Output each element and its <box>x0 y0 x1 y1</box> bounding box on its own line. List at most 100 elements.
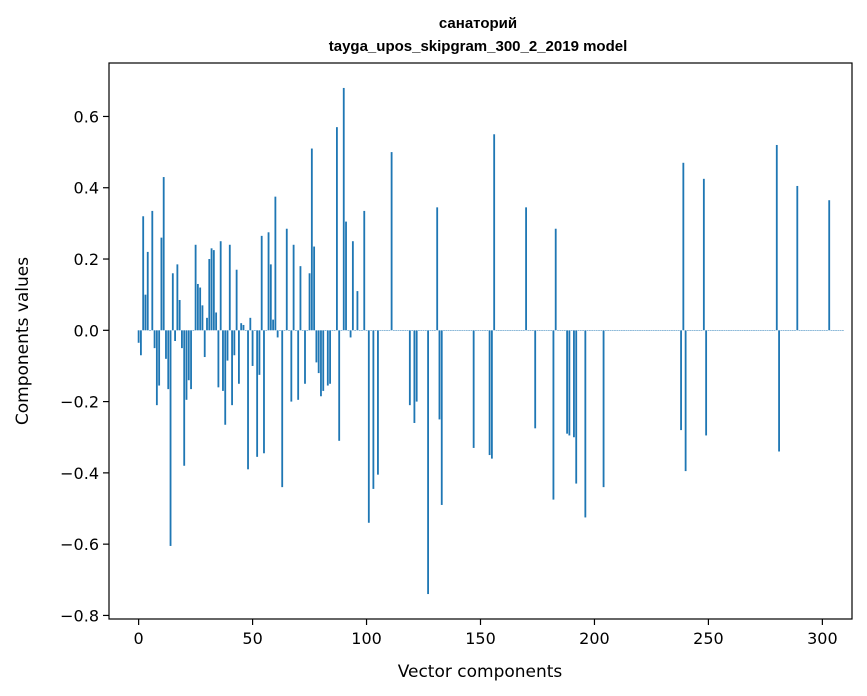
bar-151 <box>481 330 484 331</box>
bar-285 <box>787 330 790 331</box>
bar-110 <box>388 330 391 331</box>
bar-263 <box>737 330 739 331</box>
bar-195 <box>582 330 584 331</box>
bar-176 <box>538 330 541 331</box>
bar-276 <box>766 330 769 331</box>
bar-214 <box>625 330 628 331</box>
x-tick-label: 250 <box>693 629 724 648</box>
bar-109 <box>386 330 388 331</box>
bar-267 <box>746 330 749 331</box>
bar-133 <box>440 330 443 505</box>
bar-70 <box>297 330 300 400</box>
bar-186 <box>561 330 564 331</box>
bar-236 <box>675 330 678 331</box>
bar-212 <box>620 330 623 331</box>
bar-163 <box>509 330 512 331</box>
bar-83 <box>326 330 329 386</box>
bar-27 <box>199 287 202 331</box>
bar-242 <box>689 330 692 331</box>
bar-87 <box>336 127 338 331</box>
bar-308 <box>839 330 842 331</box>
bar-90 <box>342 87 345 331</box>
bar-19 <box>181 330 183 349</box>
bar-93 <box>349 330 352 338</box>
bar-306 <box>835 330 837 331</box>
bar-221 <box>641 330 644 331</box>
bar-137 <box>449 330 452 331</box>
bar-167 <box>518 330 521 331</box>
bar-9 <box>158 330 161 386</box>
bar-106 <box>379 330 382 331</box>
bar-13 <box>167 330 170 390</box>
y-tick-label: 0.0 <box>74 321 99 340</box>
bar-168 <box>520 330 523 331</box>
bar-139 <box>454 330 457 331</box>
bar-30 <box>206 317 208 331</box>
bar-77 <box>313 246 316 331</box>
bar-192 <box>575 330 578 484</box>
bar-148 <box>475 330 477 331</box>
bar-223 <box>645 330 648 331</box>
bar-156 <box>493 134 496 331</box>
bar-181 <box>550 330 553 331</box>
bar-278 <box>771 330 774 331</box>
bar-140 <box>456 330 459 331</box>
bar-105 <box>377 330 379 475</box>
bar-211 <box>618 330 621 331</box>
x-tick-label: 150 <box>465 629 496 648</box>
bar-246 <box>698 330 701 331</box>
bar-162 <box>506 330 509 331</box>
bar-307 <box>837 330 840 331</box>
bar-256 <box>721 330 723 331</box>
bar-1 <box>140 330 142 356</box>
bar-23 <box>190 330 192 390</box>
bar-269 <box>750 330 753 331</box>
bar-128 <box>429 330 432 331</box>
bar-185 <box>559 330 562 331</box>
bar-123 <box>418 330 420 331</box>
bar-294 <box>807 330 810 331</box>
bar-301 <box>823 330 826 331</box>
bar-57 <box>267 232 270 331</box>
bar-217 <box>632 330 635 331</box>
bar-121 <box>413 330 416 423</box>
bar-201 <box>595 330 598 331</box>
bar-170 <box>525 207 527 331</box>
bar-24 <box>192 330 195 331</box>
bar-36 <box>219 241 222 331</box>
bar-179 <box>545 330 548 331</box>
x-tick-label: 100 <box>351 629 382 648</box>
x-axis-ticks: 0 50 100 150 200 250 300 <box>134 619 838 648</box>
y-tick-label: −0.4 <box>60 464 99 483</box>
bar-25 <box>194 244 197 331</box>
bar-209 <box>614 330 616 331</box>
bar-190 <box>570 330 573 331</box>
bar-197 <box>586 330 589 331</box>
bar-180 <box>547 330 550 331</box>
bar-101 <box>367 330 370 523</box>
bar-112 <box>392 330 395 331</box>
bar-200 <box>593 330 596 331</box>
bar-191 <box>573 330 575 438</box>
bar-11 <box>162 177 165 331</box>
bar-152 <box>484 330 486 331</box>
bar-52 <box>256 330 259 457</box>
bar-55 <box>263 330 265 454</box>
bar-261 <box>732 330 735 331</box>
bar-48 <box>247 330 249 470</box>
bar-84 <box>329 330 331 384</box>
bar-38 <box>224 330 227 425</box>
y-tick-label: 0.4 <box>74 179 99 198</box>
bar-161 <box>504 330 507 331</box>
bar-108 <box>383 330 386 331</box>
bar-78 <box>315 330 318 363</box>
bar-239 <box>682 162 685 331</box>
bar-16 <box>174 330 176 341</box>
bar-298 <box>816 330 819 331</box>
bar-120 <box>411 330 414 331</box>
y-tick-label: −0.8 <box>60 606 99 625</box>
bar-255 <box>718 330 721 331</box>
x-tick-label: 0 <box>134 629 144 648</box>
bar-234 <box>671 330 673 331</box>
bar-59 <box>272 319 275 331</box>
